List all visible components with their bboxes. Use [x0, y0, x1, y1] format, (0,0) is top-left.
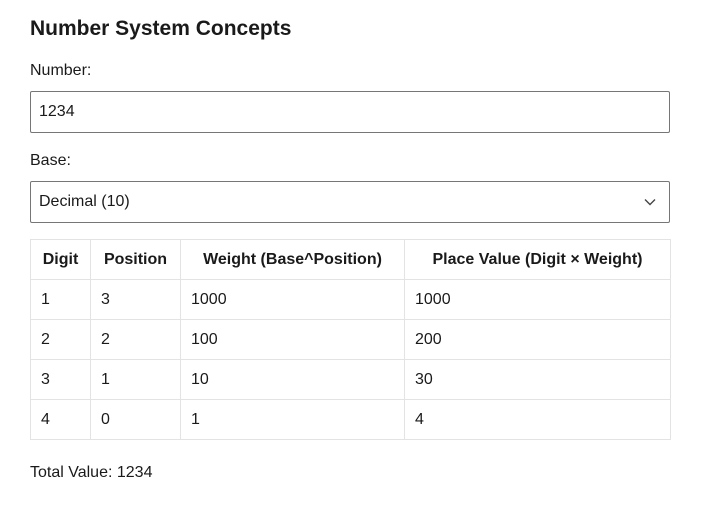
cell-weight: 1000 [180, 279, 405, 320]
cell-place-value: 30 [404, 359, 671, 400]
number-label: Number: [30, 62, 92, 79]
cell-digit: 1 [30, 279, 91, 320]
base-label: Base: [30, 152, 71, 169]
cell-place-value: 1000 [404, 279, 671, 320]
cell-position: 3 [90, 279, 181, 320]
cell-position: 1 [90, 359, 181, 400]
cell-weight: 100 [180, 319, 405, 360]
cell-weight: 10 [180, 359, 405, 400]
header-weight: Weight (Base^Position) [180, 239, 405, 280]
cell-digit: 2 [30, 319, 91, 360]
table-row: 2 2 100 200 [30, 319, 671, 360]
total-value: Total Value: 1234 [30, 464, 153, 481]
header-place-value: Place Value (Digit × Weight) [404, 239, 671, 280]
cell-position: 0 [90, 399, 181, 440]
number-input[interactable] [30, 91, 670, 133]
page-title: Number System Concepts [30, 17, 292, 40]
table-row: 1 3 1000 1000 [30, 279, 671, 320]
header-position: Position [90, 239, 181, 280]
table-header-row: Digit Position Weight (Base^Position) Pl… [30, 239, 671, 280]
place-value-table: Digit Position Weight (Base^Position) Pl… [30, 239, 671, 440]
cell-position: 2 [90, 319, 181, 360]
table-row: 4 0 1 4 [30, 399, 671, 440]
cell-digit: 4 [30, 399, 91, 440]
cell-digit: 3 [30, 359, 91, 400]
cell-weight: 1 [180, 399, 405, 440]
header-digit: Digit [30, 239, 91, 280]
cell-place-value: 200 [404, 319, 671, 360]
base-select[interactable]: Decimal (10) [30, 181, 670, 223]
table-row: 3 1 10 30 [30, 359, 671, 400]
base-select-value: Decimal (10) [39, 193, 130, 210]
cell-place-value: 4 [404, 399, 671, 440]
chevron-down-icon [644, 199, 656, 206]
